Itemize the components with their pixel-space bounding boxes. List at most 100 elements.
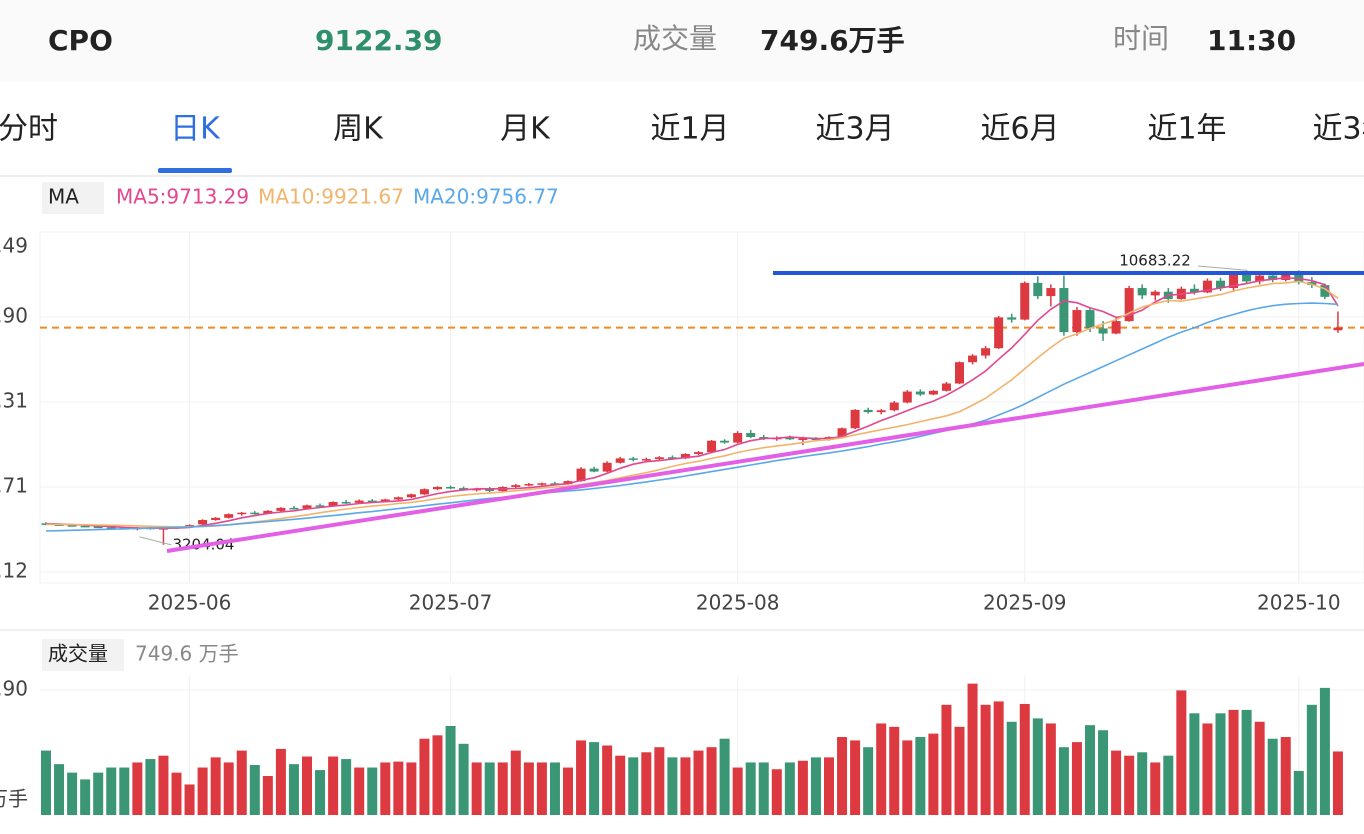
trend-line: [166, 362, 1364, 553]
candle-body: [511, 485, 521, 487]
legend-entry: MA5:9713.29: [116, 185, 249, 209]
volume-bar: [1202, 723, 1213, 815]
candle-body: [720, 440, 730, 443]
volume-bar: [993, 701, 1004, 815]
candle-body: [485, 488, 495, 492]
volume-bar: [1098, 730, 1109, 815]
volume-bar: [380, 762, 391, 815]
volume-bar: [771, 769, 782, 815]
tab[interactable]: 周K: [333, 112, 384, 147]
volume-bar: [1319, 687, 1330, 815]
candle-body: [955, 362, 964, 384]
candle-body: [198, 520, 208, 525]
tab[interactable]: 近6月: [980, 112, 1059, 147]
x-tick-label: 2025-10: [1257, 591, 1341, 615]
volume-bar: [1254, 721, 1265, 815]
volume-label: 成交量: [633, 22, 717, 55]
volume-bar: [863, 747, 874, 815]
candle-body: [446, 486, 456, 489]
volume-bar: [1267, 738, 1278, 815]
y-tick-label: 7095.31: [0, 388, 28, 412]
volume-bar: [889, 726, 900, 815]
candle-body: [615, 458, 625, 463]
volume-bar: [837, 737, 848, 815]
volume-bar: [745, 762, 756, 815]
candle-body: [1085, 310, 1095, 329]
volume-bar: [536, 762, 547, 815]
volume-bar: [406, 762, 417, 815]
candle-body: [628, 458, 638, 460]
tab[interactable]: 近3月: [815, 112, 894, 147]
volume-bar: [967, 683, 978, 815]
volume-bar: [1006, 721, 1017, 815]
volume-bar: [615, 755, 626, 815]
volume-bar: [1111, 750, 1122, 815]
volume-bar: [1085, 725, 1095, 815]
legend-entry: MA20:9756.77: [413, 185, 559, 209]
candle-body: [1268, 275, 1278, 280]
ma-label: MA: [48, 185, 79, 209]
candle-body: [667, 457, 677, 459]
tab[interactable]: 日K: [170, 112, 221, 147]
candle-body: [315, 505, 325, 507]
volume-bar: [119, 767, 130, 815]
volume-bar: [497, 762, 508, 815]
candle-body: [941, 383, 951, 391]
volume-bar: [1137, 752, 1148, 815]
x-tick-label: 2025-08: [696, 591, 780, 615]
volume-bar: [354, 767, 365, 815]
tab[interactable]: 近1月: [650, 112, 729, 147]
volume-bar: [1071, 742, 1082, 815]
volume-bar: [1032, 718, 1043, 815]
volume-bar: [458, 743, 469, 815]
candle-body: [80, 525, 90, 528]
volume-tick-label: 1475.90: [0, 676, 28, 700]
candle-body: [746, 433, 756, 438]
candle-body: [1072, 310, 1082, 333]
time: 11:30: [1207, 24, 1296, 57]
candle-body: [1255, 275, 1265, 282]
tab[interactable]: 近3年: [1312, 112, 1364, 147]
volume-bar: [563, 767, 573, 815]
volume-bar: [262, 776, 273, 815]
volume-bar: [915, 737, 926, 815]
candle-body: [393, 497, 403, 500]
volume-bar: [680, 757, 691, 815]
candle-body: [863, 409, 873, 413]
tab[interactable]: 分时: [0, 112, 58, 147]
volume-bar: [432, 735, 443, 815]
candle-body: [654, 457, 664, 460]
candle-body: [837, 428, 847, 438]
candle-body: [237, 512, 247, 515]
candle-body: [876, 410, 886, 413]
volume-bar: [80, 779, 91, 815]
volume-bar: [719, 738, 730, 815]
candle-body: [1033, 282, 1043, 297]
volume-bar: [693, 750, 704, 815]
candle-body: [433, 486, 442, 490]
candle-body: [406, 494, 416, 498]
candle-body: [106, 527, 116, 529]
volume-bar: [810, 757, 821, 815]
volume-bar: [54, 764, 65, 815]
tab[interactable]: 近1年: [1147, 112, 1226, 147]
candle-body: [889, 402, 899, 411]
candle-body: [902, 391, 912, 403]
tab[interactable]: 月K: [500, 112, 551, 147]
volume-bar: [1293, 770, 1304, 815]
volume-bar: [158, 755, 169, 815]
volume-bar: [732, 767, 743, 815]
candle-body: [1007, 317, 1017, 320]
volume-bar: [367, 767, 378, 815]
volume-bar: [706, 747, 717, 815]
candle-body: [276, 507, 286, 511]
candle-body: [994, 317, 1004, 349]
volume: 749.6万手: [760, 24, 905, 57]
volume-bar: [210, 757, 221, 815]
volume-bar: [445, 726, 456, 815]
volume-bar: [876, 723, 887, 815]
plot-frame: [39, 231, 1364, 584]
volume-bar: [302, 756, 312, 815]
candle-body: [589, 468, 599, 472]
